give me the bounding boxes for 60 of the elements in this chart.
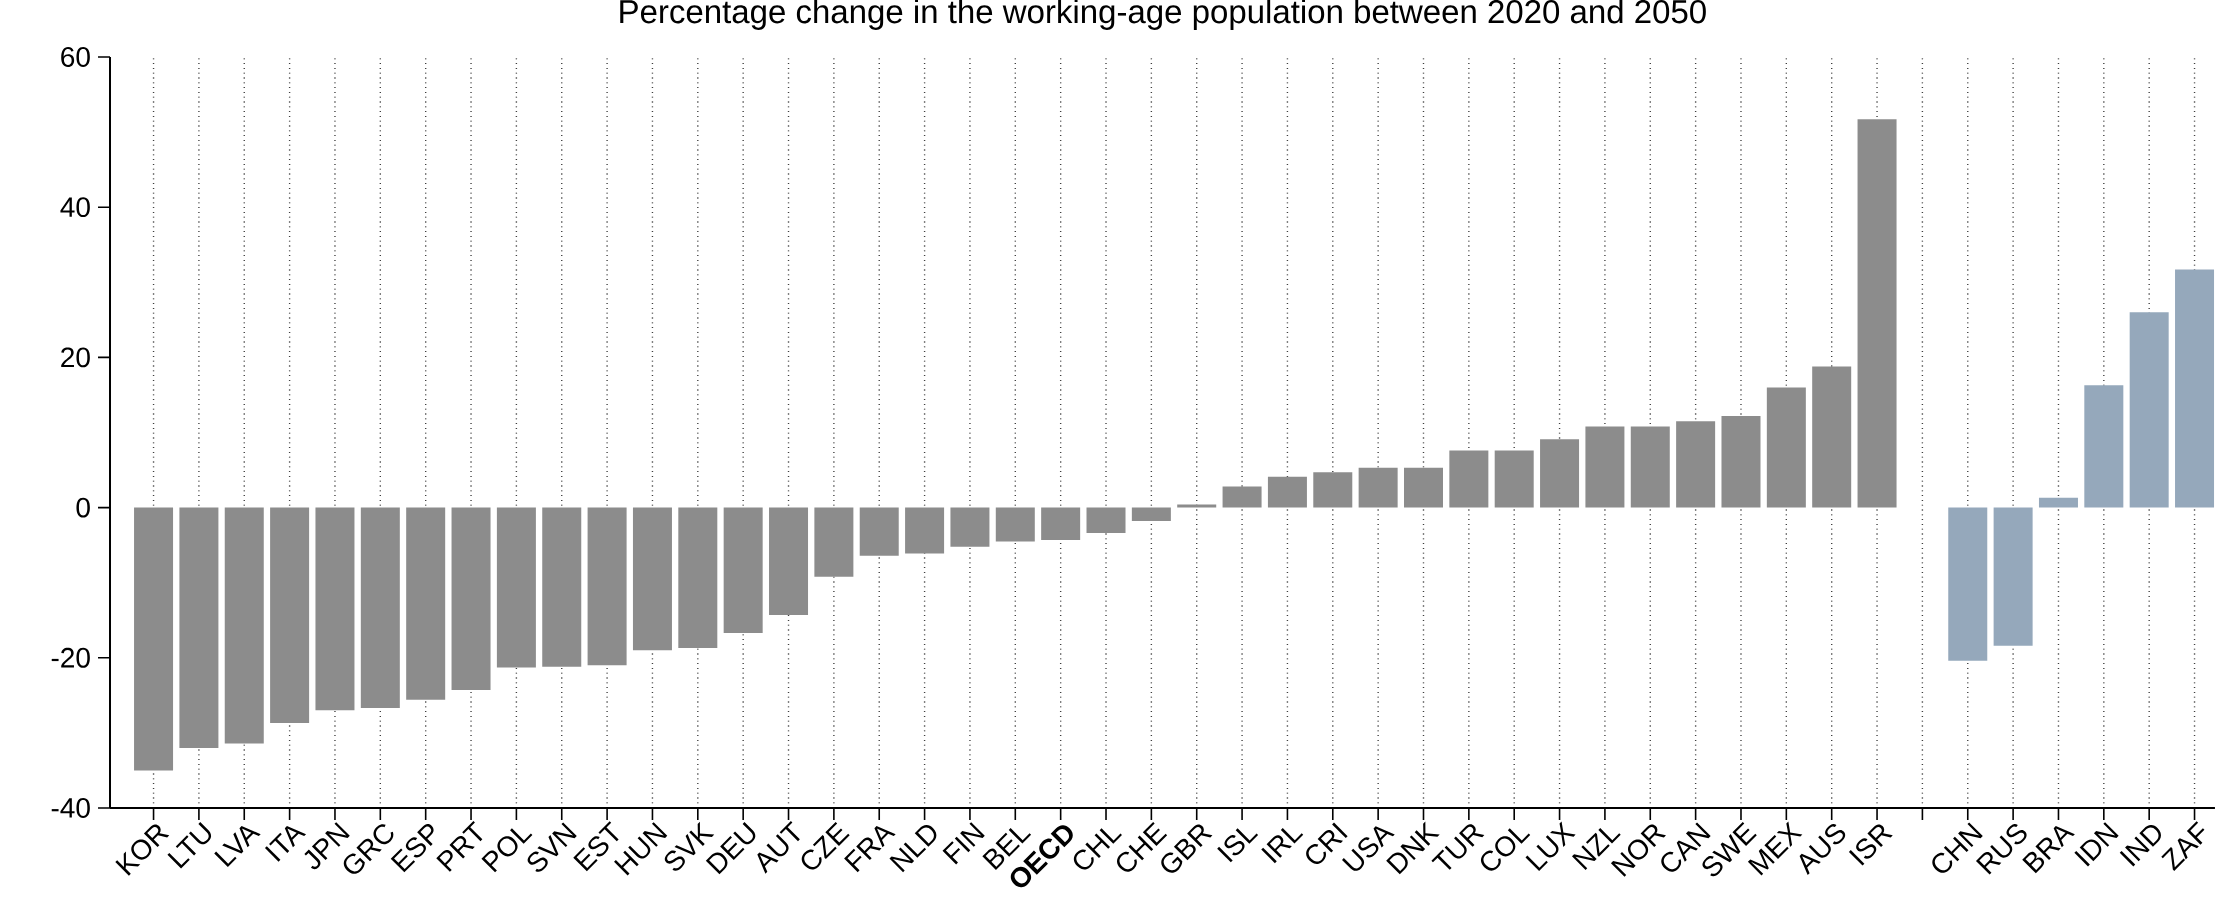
bar xyxy=(1131,507,1171,522)
x-tick-label: LTU xyxy=(167,822,212,869)
y-tick-label: 0 xyxy=(76,497,90,518)
x-tick-label: ISR xyxy=(1848,824,1893,866)
bar xyxy=(769,507,809,615)
bar xyxy=(1993,507,2033,646)
bar xyxy=(678,507,718,649)
bar xyxy=(360,507,400,709)
bar xyxy=(1721,415,1761,508)
bar xyxy=(859,507,899,556)
bar xyxy=(723,507,763,633)
bar xyxy=(950,507,990,547)
bar xyxy=(542,507,582,667)
x-tick-label: LVA xyxy=(214,826,261,868)
x-tick-label: ITA xyxy=(264,826,307,862)
bar xyxy=(2038,497,2078,508)
bar xyxy=(1086,507,1126,534)
bar xyxy=(270,507,310,724)
bar xyxy=(496,507,536,668)
x-tick-label: ISL xyxy=(1217,828,1259,863)
x-tick-label: IND xyxy=(2119,825,2161,867)
y-tick-label: 20 xyxy=(61,347,90,368)
y-tick-label: 40 xyxy=(60,197,90,218)
chart-title: Percentage change in the working-age population between 2020 and 2050 xyxy=(620,0,1706,30)
bar xyxy=(632,507,672,651)
bar xyxy=(2129,312,2169,508)
bar xyxy=(1267,476,1307,508)
bar xyxy=(2084,385,2124,508)
bar xyxy=(315,507,355,711)
bar xyxy=(451,507,491,691)
bar xyxy=(134,507,174,771)
bar xyxy=(1404,467,1443,508)
bar xyxy=(1313,472,1353,508)
bar xyxy=(1676,421,1716,508)
bar xyxy=(1585,426,1625,508)
bar xyxy=(1177,504,1217,508)
bar xyxy=(2175,269,2215,508)
bar xyxy=(1540,439,1580,508)
bar xyxy=(1857,119,1897,508)
bar xyxy=(1358,467,1398,508)
bar xyxy=(406,507,446,700)
x-tick-label: IDN xyxy=(2074,822,2119,867)
y-tick-label: -40 xyxy=(51,798,90,818)
bar xyxy=(1948,507,1988,661)
bar xyxy=(995,507,1035,542)
bar xyxy=(1766,387,1806,508)
bar xyxy=(224,507,264,744)
bar xyxy=(905,507,945,554)
x-tick-label: IRL xyxy=(1261,828,1304,864)
bar xyxy=(587,507,627,666)
y-tick-label: 60 xyxy=(61,47,90,67)
bar xyxy=(1041,507,1081,540)
bar xyxy=(1449,450,1489,508)
bar xyxy=(814,507,854,577)
bar xyxy=(1222,486,1262,508)
bar xyxy=(1494,450,1534,508)
bar xyxy=(1812,366,1852,508)
bar xyxy=(1630,426,1670,508)
bar xyxy=(179,507,219,748)
y-tick-label: -20 xyxy=(51,647,90,668)
